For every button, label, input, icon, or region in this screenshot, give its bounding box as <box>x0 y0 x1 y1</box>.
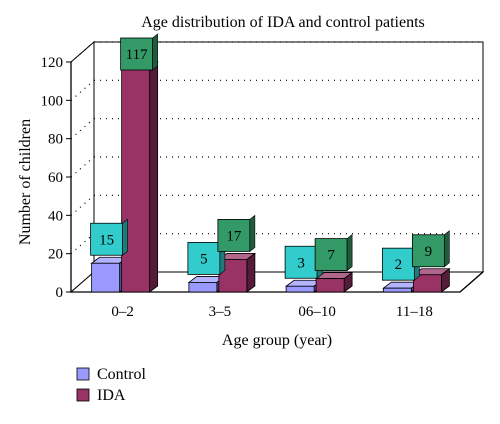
data-label-text: 7 <box>327 248 335 264</box>
legend-label: IDA <box>97 387 126 404</box>
y-tick-label: 120 <box>41 55 64 71</box>
bar-ida <box>314 271 354 293</box>
data-label-box-side <box>249 214 256 253</box>
bar-ida-front <box>121 67 151 293</box>
data-label-ida: 7 <box>314 233 353 272</box>
x-tick-label: 11–18 <box>396 304 433 320</box>
legend-swatch <box>76 367 90 381</box>
data-label-box-side <box>152 33 158 71</box>
bar-control-front <box>188 282 218 293</box>
data-label-ida: 17 <box>217 214 256 253</box>
data-label-box <box>314 238 348 271</box>
bar-ida <box>412 267 451 293</box>
x-tick-label: 0–2 <box>111 304 134 320</box>
legend: Control IDA <box>76 366 146 404</box>
y-axis-title: Number of children <box>17 119 34 245</box>
bar-ida-side <box>149 60 159 293</box>
bars: 15 117 5 17 3 7 2 9 <box>90 33 451 293</box>
y-tick-label: 80 <box>48 132 63 148</box>
data-label-text: 2 <box>395 257 403 273</box>
x-axis-title: Age group (year) <box>222 332 332 349</box>
data-label-text: 3 <box>297 255 305 271</box>
data-label-text: 5 <box>200 251 208 267</box>
x-tick-labels: 0–2 3–5 06–10 11–18 <box>111 304 432 320</box>
y-tick-label: 40 <box>48 208 63 224</box>
x-tick-label: 06–10 <box>298 304 336 320</box>
data-label-text: 15 <box>99 232 114 248</box>
data-label-ida: 9 <box>411 230 450 268</box>
bar-ida-front <box>412 274 442 293</box>
data-label-ida: 117 <box>120 33 158 71</box>
bar-control-front <box>91 262 121 293</box>
bar-control-front <box>285 285 315 293</box>
data-label-box <box>90 222 124 256</box>
y-tick-label: 20 <box>48 247 63 263</box>
legend-item-ida: IDA <box>76 387 126 404</box>
y-tick-label: 0 <box>56 285 64 301</box>
data-label-box <box>217 219 251 252</box>
legend-swatch <box>76 388 90 402</box>
data-label-box <box>411 234 445 268</box>
legend-label: Control <box>97 366 146 383</box>
data-label-text: 9 <box>425 244 433 260</box>
y-tick-labels: 0 20 40 60 80 100 120 <box>41 55 71 301</box>
floor-edge <box>459 271 484 293</box>
x-tick-label: 3–5 <box>209 304 232 320</box>
data-label-box <box>120 37 154 71</box>
y-tick-label: 60 <box>48 170 63 186</box>
data-label-box-side <box>346 233 353 272</box>
data-label-text: 17 <box>226 228 242 244</box>
bar-control-front <box>382 287 412 293</box>
bar-ida <box>120 60 159 293</box>
y-tick-label: 100 <box>41 93 64 109</box>
data-label-text: 117 <box>126 47 148 63</box>
bar-ida-side <box>246 252 256 293</box>
data-label-box-side <box>444 230 450 268</box>
data-label-box-side <box>122 218 128 256</box>
bar-ida-front <box>315 278 345 293</box>
bar-ida <box>217 252 257 293</box>
legend-item-control: Control <box>76 366 146 383</box>
gridlines <box>70 41 483 255</box>
data-label-box <box>187 242 221 275</box>
data-label-control: 15 <box>90 218 128 256</box>
chart-title: Age distribution of IDA and control pati… <box>141 14 425 31</box>
